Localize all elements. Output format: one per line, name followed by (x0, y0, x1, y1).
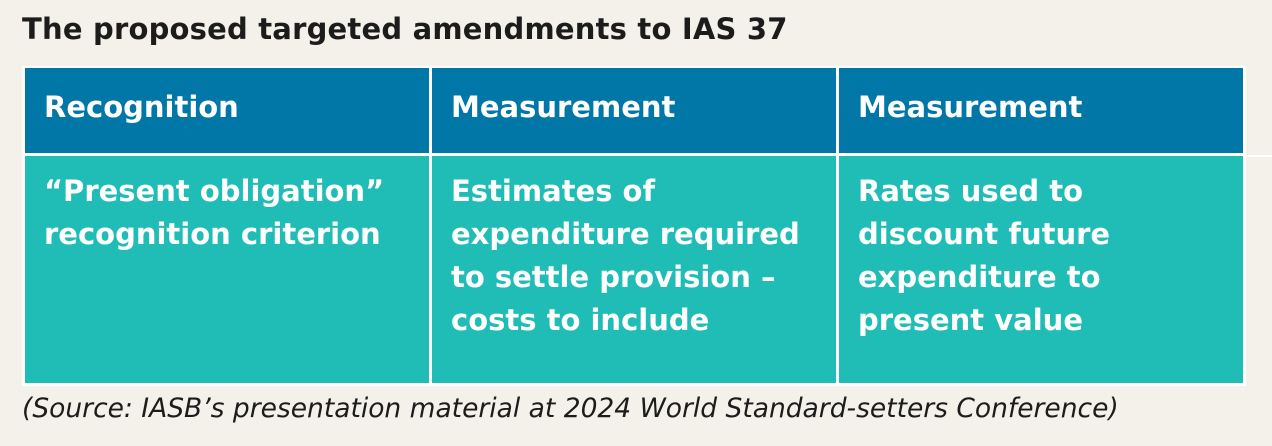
header-measurement-1: Measurement (432, 68, 836, 153)
divider-line (1246, 155, 1272, 157)
page-title: The proposed targeted amendments to IAS … (22, 12, 788, 46)
cell-present-obligation: “Present obligation” recognition criteri… (25, 156, 429, 383)
cell-discount-rates: Rates used to discount future expenditur… (839, 156, 1243, 383)
source-note: (Source: IASB’s presentation material at… (22, 393, 1119, 424)
header-measurement-2: Measurement (839, 68, 1243, 153)
amendments-table: Recognition Measurement Measurement “Pre… (22, 66, 1246, 386)
cell-expenditure-estimates: Estimates of expenditure required to set… (432, 156, 836, 383)
header-recognition: Recognition (25, 68, 429, 153)
